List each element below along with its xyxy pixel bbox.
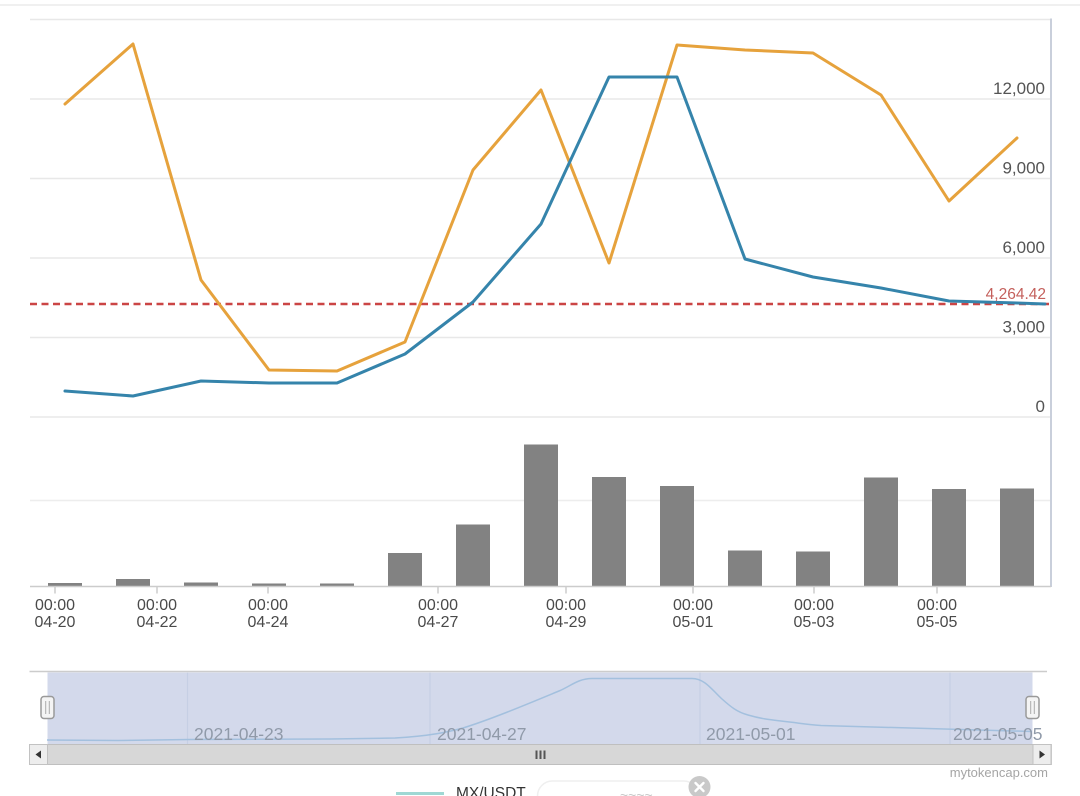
svg-text:05-05: 05-05	[917, 614, 958, 631]
svg-text:04-22: 04-22	[137, 614, 178, 631]
svg-text:00:00: 00:00	[35, 597, 75, 614]
svg-text:0: 0	[1036, 397, 1045, 416]
svg-text:9,000: 9,000	[1002, 159, 1045, 178]
svg-text:05-01: 05-01	[673, 614, 714, 631]
svg-text:6,000: 6,000	[1002, 238, 1045, 257]
svg-text:04-29: 04-29	[546, 614, 587, 631]
svg-text:mytokencap.com: mytokencap.com	[950, 765, 1048, 780]
svg-text:00:00: 00:00	[917, 597, 957, 614]
svg-text:04-24: 04-24	[248, 614, 289, 631]
svg-text:04-20: 04-20	[35, 614, 76, 631]
svg-text:00:00: 00:00	[546, 597, 586, 614]
svg-text:00:00: 00:00	[418, 597, 458, 614]
svg-text:00:00: 00:00	[673, 597, 713, 614]
svg-text:4,264.42: 4,264.42	[986, 286, 1046, 303]
svg-text:~~~~: ~~~~	[620, 787, 653, 796]
svg-text:2021-05-05: 2021-05-05	[953, 724, 1043, 744]
svg-text:2021-04-23: 2021-04-23	[194, 724, 284, 744]
svg-text:3,000: 3,000	[1002, 318, 1045, 337]
svg-text:00:00: 00:00	[794, 597, 834, 614]
svg-text:2021-05-01: 2021-05-01	[706, 724, 796, 744]
svg-text:05-03: 05-03	[794, 614, 835, 631]
svg-text:00:00: 00:00	[248, 597, 288, 614]
svg-text:00:00: 00:00	[137, 597, 177, 614]
svg-text:04-27: 04-27	[418, 614, 459, 631]
svg-text:MX/USDT: MX/USDT	[456, 785, 526, 796]
svg-text:2021-04-27: 2021-04-27	[437, 724, 527, 744]
svg-text:12,000: 12,000	[993, 79, 1045, 98]
